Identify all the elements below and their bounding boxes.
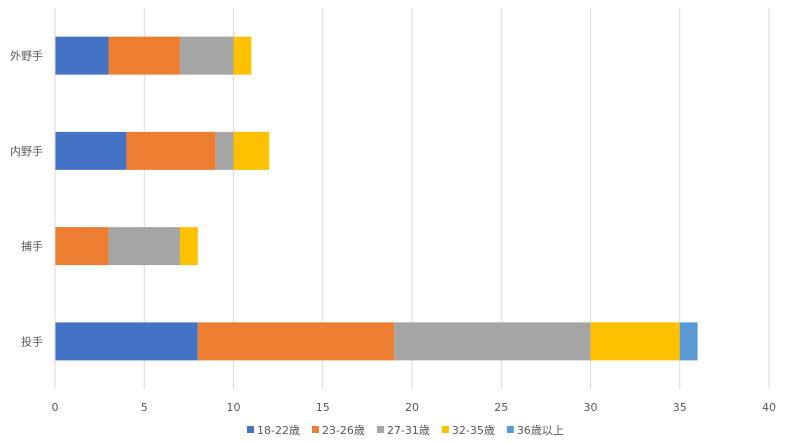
legend-swatch	[311, 426, 319, 433]
legend-label: 23-26歳	[322, 424, 365, 437]
value-axis: 0 5 10 15 20 25 30 35 40	[52, 401, 777, 414]
legend-item: 27-31歳	[376, 424, 430, 437]
x-tick-label: 0	[52, 401, 59, 414]
x-tick-label: 40	[762, 401, 776, 414]
legend-swatch	[376, 426, 384, 433]
category-label: 内野手	[10, 144, 43, 158]
legend-swatch	[441, 426, 449, 433]
category-label: 外野手	[10, 49, 43, 63]
bar-segment	[394, 322, 591, 361]
legend-swatch	[247, 426, 254, 433]
bar-segment	[55, 322, 198, 361]
x-tick-label: 10	[227, 401, 241, 414]
legend-label: 27-31歳	[387, 424, 430, 437]
bar-segment	[590, 322, 680, 361]
legend-item: 23-26歳	[311, 424, 365, 437]
bar-segment	[108, 227, 180, 266]
bar-segment	[197, 322, 395, 361]
x-tick-label: 20	[405, 401, 419, 414]
bar-segment	[55, 36, 109, 75]
bars	[55, 36, 698, 361]
x-tick-label: 25	[494, 401, 508, 414]
category-label: 捕手	[21, 239, 43, 253]
bar-segment	[233, 131, 270, 170]
x-tick-label: 15	[316, 401, 330, 414]
x-tick-label: 30	[584, 401, 598, 414]
legend-label: 18-22歳	[257, 424, 300, 437]
category-label: 投手	[21, 334, 43, 348]
legend: 18-22歳 23-26歳 27-31歳 32-35歳 36歳以上	[247, 424, 564, 437]
bar-segment	[179, 36, 234, 75]
x-tick-label: 5	[141, 401, 148, 414]
bar-segment	[233, 36, 252, 75]
bar-segment	[679, 322, 698, 361]
x-tick-label: 35	[673, 401, 687, 414]
legend-item: 36歳以上	[506, 424, 564, 437]
legend-label: 32-35歳	[452, 424, 495, 437]
bar-segment	[179, 227, 198, 266]
bar-segment	[215, 131, 234, 170]
legend-swatch	[506, 426, 514, 433]
bar-segment	[108, 36, 180, 75]
bar-segment	[126, 131, 216, 170]
bar-segment	[55, 131, 127, 170]
bar-segment	[55, 227, 109, 266]
legend-item: 32-35歳	[441, 424, 495, 437]
legend-item: 18-22歳	[247, 424, 300, 437]
legend-label: 36歳以上	[517, 424, 564, 437]
